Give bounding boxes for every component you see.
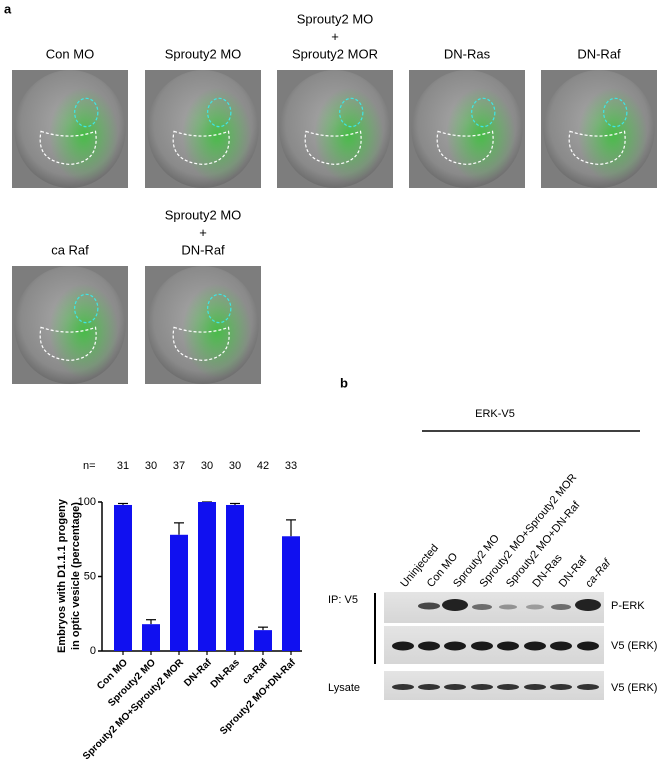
gfp bbox=[182, 283, 252, 379]
blot-label: V5 (ERK) bbox=[611, 682, 657, 694]
n-value: 33 bbox=[285, 460, 297, 472]
y-tick-label: 0 bbox=[90, 645, 96, 657]
gfp bbox=[578, 87, 648, 183]
n-label: n= bbox=[83, 460, 96, 472]
bar bbox=[226, 504, 244, 651]
outline bbox=[603, 97, 628, 128]
y-axis-title: Embryos with D1.1.1 progeny bbox=[56, 498, 68, 653]
outline bbox=[568, 130, 626, 166]
outline bbox=[39, 326, 97, 362]
image-title: Sprouty2 MO bbox=[165, 46, 242, 61]
image-title: DN-Raf bbox=[181, 242, 225, 257]
bar bbox=[282, 536, 300, 651]
outline bbox=[436, 130, 494, 166]
ip-label: IP: V5 bbox=[328, 594, 358, 606]
image-title: Sprouty2 MOR bbox=[292, 46, 378, 61]
outline bbox=[172, 130, 230, 166]
gfp bbox=[49, 283, 119, 379]
gfp bbox=[182, 87, 252, 183]
panel-label: b bbox=[340, 375, 348, 390]
bar bbox=[114, 504, 132, 651]
outline bbox=[207, 293, 232, 324]
outline bbox=[304, 130, 362, 166]
blot-label: V5 (ERK) bbox=[611, 640, 657, 652]
blot-label: P-ERK bbox=[611, 600, 645, 612]
y-axis-title: in optic vesicle (percentage) bbox=[70, 502, 82, 650]
y-tick-label: 50 bbox=[84, 570, 96, 582]
n-value: 42 bbox=[257, 460, 269, 472]
outline bbox=[207, 97, 232, 128]
y-tick-label: 100 bbox=[78, 496, 96, 508]
outline bbox=[74, 293, 99, 324]
n-value: 30 bbox=[201, 460, 213, 472]
image-title: + bbox=[199, 225, 207, 240]
n-value: 31 bbox=[117, 460, 129, 472]
bar bbox=[170, 534, 188, 651]
outline bbox=[339, 97, 364, 128]
n-value: 30 bbox=[229, 460, 241, 472]
image-title: Sprouty2 MO bbox=[165, 207, 242, 222]
outline bbox=[471, 97, 496, 128]
n-value: 30 bbox=[145, 460, 157, 472]
lysate-label: Lysate bbox=[328, 682, 360, 694]
image-title: ca Raf bbox=[51, 242, 89, 257]
panel-label: a bbox=[4, 1, 12, 16]
image-title: Sprouty2 MO bbox=[297, 11, 374, 26]
n-value: 37 bbox=[173, 460, 185, 472]
image-title: + bbox=[331, 29, 339, 44]
gfp bbox=[314, 87, 384, 183]
bar bbox=[198, 502, 216, 651]
bar bbox=[142, 624, 160, 651]
outline bbox=[39, 130, 97, 166]
blot-header: ERK-V5 bbox=[475, 408, 515, 420]
image-title: Con MO bbox=[46, 46, 94, 61]
gfp bbox=[446, 87, 516, 183]
image-title: DN-Ras bbox=[444, 46, 491, 61]
image-title: DN-Raf bbox=[577, 46, 621, 61]
outline bbox=[74, 97, 99, 128]
blot-strips bbox=[384, 592, 604, 700]
bar bbox=[254, 630, 272, 651]
gfp bbox=[49, 87, 119, 183]
outline bbox=[172, 326, 230, 362]
x-tick-label: DN-Ras bbox=[209, 657, 243, 691]
